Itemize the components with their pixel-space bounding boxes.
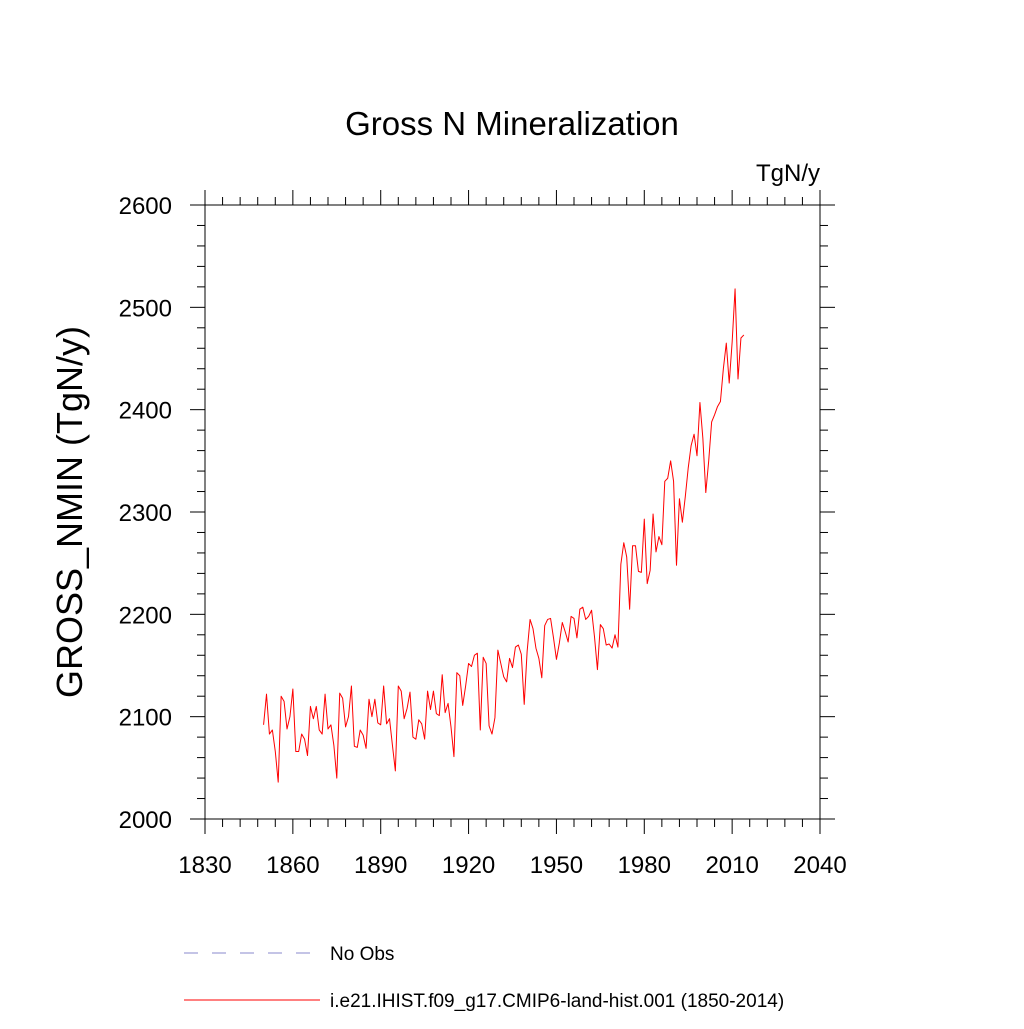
- chart-title: Gross N Mineralization: [345, 105, 679, 142]
- units-label: TgN/y: [756, 160, 820, 187]
- y-tick-label: 2200: [119, 602, 172, 629]
- y-tick-label: 2100: [119, 705, 172, 732]
- plot-frame: [204, 204, 821, 820]
- y-tick-label: 2400: [119, 398, 172, 425]
- y-tick-label: 2600: [119, 193, 172, 220]
- x-tick-label: 1830: [178, 852, 231, 879]
- x-tick-label: 2010: [705, 852, 758, 879]
- x-tick-label: 1980: [618, 852, 671, 879]
- y-tick-label: 2500: [119, 295, 172, 322]
- y-axis-label: GROSS_NMIN (TgN/y): [49, 326, 90, 698]
- series-line-0: [263, 288, 745, 783]
- x-tick-label: 1860: [266, 852, 319, 879]
- axis-ticks: 1830 1860 1890 1920 1950 1980 2010 2040 2000 2100…: [119, 190, 847, 879]
- y-tick-label: 2300: [119, 500, 172, 527]
- x-tick-label: 2040: [793, 852, 846, 879]
- series-layer: [263, 288, 745, 783]
- x-tick-label: 1950: [530, 852, 583, 879]
- x-tick-label: 1890: [354, 852, 407, 879]
- y-tick-label: 2000: [119, 807, 172, 834]
- legend: No Obs i.e21.IHIST.f09_g17.CMIP6-land-hi…: [184, 944, 784, 1012]
- legend-label-no-obs: No Obs: [330, 944, 394, 965]
- x-tick-label: 1920: [442, 852, 495, 879]
- legend-label-series-0: i.e21.IHIST.f09_g17.CMIP6-land-hist.001 …: [330, 991, 784, 1012]
